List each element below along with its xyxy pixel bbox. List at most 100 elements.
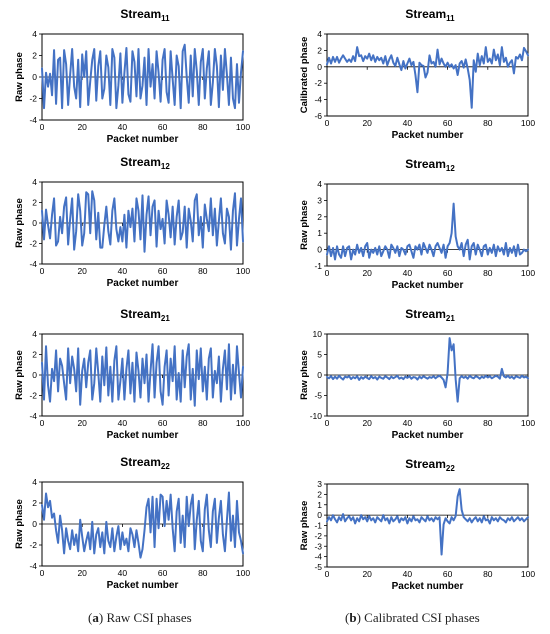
chart-title: Stream11 xyxy=(405,7,455,23)
x-tick-label: 40 xyxy=(403,118,413,128)
x-tick-label: 40 xyxy=(403,418,413,428)
y-axis-label: Calibrated phase xyxy=(299,37,310,114)
y-tick-label: -2 xyxy=(29,391,37,401)
chart-title: Stream22 xyxy=(120,455,170,471)
x-tick-label: 0 xyxy=(40,266,45,276)
y-tick-label: 2 xyxy=(32,51,37,61)
y-axis-label: Raw phase xyxy=(299,350,310,400)
chart-panel-6: Stream21 0 20 40 60 80 100 -10 -5 0 5 10 Packet numb… xyxy=(299,307,535,441)
chart-panel-1: Stream11 0 20 40 60 80 100 -4 -2 0 2 4 Packet number… xyxy=(14,7,250,145)
y-axis-label: Raw phase xyxy=(14,198,25,248)
y-tick-label: 0 xyxy=(32,370,37,380)
y-tick-label: -5 xyxy=(314,391,322,401)
x-tick-label: 20 xyxy=(77,266,87,276)
x-tick-label: 80 xyxy=(483,418,493,428)
y-tick-label: 0 xyxy=(317,245,322,255)
chart-title: Stream21 xyxy=(120,307,170,323)
x-tick-label: 0 xyxy=(40,568,45,578)
y-tick-label: 5 xyxy=(317,350,322,360)
series-line xyxy=(326,202,529,261)
x-tick-label: 40 xyxy=(403,268,413,278)
chart-panel-3: Stream12 0 20 40 60 80 100 -4 -2 0 2 4 Packet number… xyxy=(14,155,250,289)
x-tick-label: 20 xyxy=(77,122,87,132)
chart-panel-7: Stream22 0 20 40 60 80 100 -4 -2 0 2 4 Packet number… xyxy=(14,455,250,591)
plot-frame xyxy=(326,33,529,117)
y-tick-label: -4 xyxy=(29,561,37,571)
y-tick-label: 0 xyxy=(32,72,37,82)
y-axis-label: Raw phase xyxy=(299,501,310,551)
x-tick-label: 60 xyxy=(443,418,453,428)
y-tick-label: 0 xyxy=(317,370,322,380)
y-tick-label: -5 xyxy=(314,562,322,572)
x-axis-label: Packet number xyxy=(392,430,464,441)
x-tick-label: 60 xyxy=(443,268,453,278)
y-tick-label: -4 xyxy=(29,259,37,269)
y-tick-label: -1 xyxy=(314,261,322,271)
x-tick-label: 0 xyxy=(325,268,330,278)
y-tick-label: -3 xyxy=(314,541,322,551)
chart-title: Stream11 xyxy=(120,7,170,23)
x-tick-label: 40 xyxy=(118,568,128,578)
y-tick-label: 4 xyxy=(32,29,37,39)
x-tick-label: 20 xyxy=(77,568,87,578)
y-axis-label: Raw phase xyxy=(14,52,25,102)
series-line xyxy=(326,488,529,556)
chart-title-subscript: 22 xyxy=(446,464,455,473)
series-line xyxy=(326,337,529,403)
y-tick-label: -4 xyxy=(29,411,37,421)
x-tick-label: 80 xyxy=(483,118,493,128)
plot-frame xyxy=(326,483,529,568)
chart-panel-5: Stream21 0 20 40 60 80 100 -4 -2 0 2 4 Packet number… xyxy=(14,307,250,441)
y-tick-label: 4 xyxy=(317,29,322,39)
plot-frame xyxy=(326,183,529,267)
x-tick-label: 60 xyxy=(443,569,453,579)
y-tick-label: 4 xyxy=(32,177,37,187)
y-tick-label: 1 xyxy=(317,228,322,238)
x-tick-label: 0 xyxy=(325,569,330,579)
chart-panel-2: Stream11 0 20 40 60 80 100 -6 -4 -2 0 2 4 Packet numb… xyxy=(299,7,535,141)
x-tick-label: 0 xyxy=(325,418,330,428)
y-tick-label: -2 xyxy=(314,531,322,541)
series-line xyxy=(41,43,244,110)
y-tick-label: 2 xyxy=(317,489,322,499)
x-tick-label: 0 xyxy=(40,122,45,132)
x-tick-label: 80 xyxy=(483,569,493,579)
chart-title-subscript: 12 xyxy=(446,164,455,173)
x-tick-label: 100 xyxy=(521,268,535,278)
x-tick-label: 80 xyxy=(198,266,208,276)
x-axis-label: Packet number xyxy=(107,580,179,591)
x-tick-label: 60 xyxy=(158,568,168,578)
y-tick-label: -6 xyxy=(314,111,322,121)
y-tick-label: -2 xyxy=(29,94,37,104)
chart-title-subscript: 22 xyxy=(161,462,170,471)
y-tick-label: 0 xyxy=(317,62,322,72)
x-tick-label: 100 xyxy=(236,122,250,132)
series-line xyxy=(326,46,529,109)
y-tick-label: 4 xyxy=(317,179,322,189)
chart-title-subscript: 11 xyxy=(446,14,455,23)
y-tick-label: 3 xyxy=(317,195,322,205)
y-axis-label: Raw phase xyxy=(299,200,310,250)
y-tick-label: 4 xyxy=(32,477,37,487)
y-tick-label: 2 xyxy=(317,45,322,55)
y-tick-label: 2 xyxy=(32,198,37,208)
x-axis-label: Packet number xyxy=(392,280,464,291)
y-tick-label: -1 xyxy=(314,521,322,531)
x-tick-label: 20 xyxy=(362,268,372,278)
x-tick-label: 100 xyxy=(521,418,535,428)
y-tick-label: 10 xyxy=(313,329,323,339)
chart-title-subscript: 12 xyxy=(161,162,170,171)
y-tick-label: -10 xyxy=(310,411,323,421)
x-tick-label: 20 xyxy=(362,118,372,128)
y-tick-label: 2 xyxy=(317,212,322,222)
y-tick-label: 1 xyxy=(317,500,322,510)
x-axis-label: Packet number xyxy=(107,278,179,289)
y-tick-label: -4 xyxy=(29,115,37,125)
y-axis-label: Raw phase xyxy=(14,350,25,400)
x-tick-label: 20 xyxy=(77,418,87,428)
series-line xyxy=(41,491,244,559)
x-tick-label: 80 xyxy=(198,418,208,428)
